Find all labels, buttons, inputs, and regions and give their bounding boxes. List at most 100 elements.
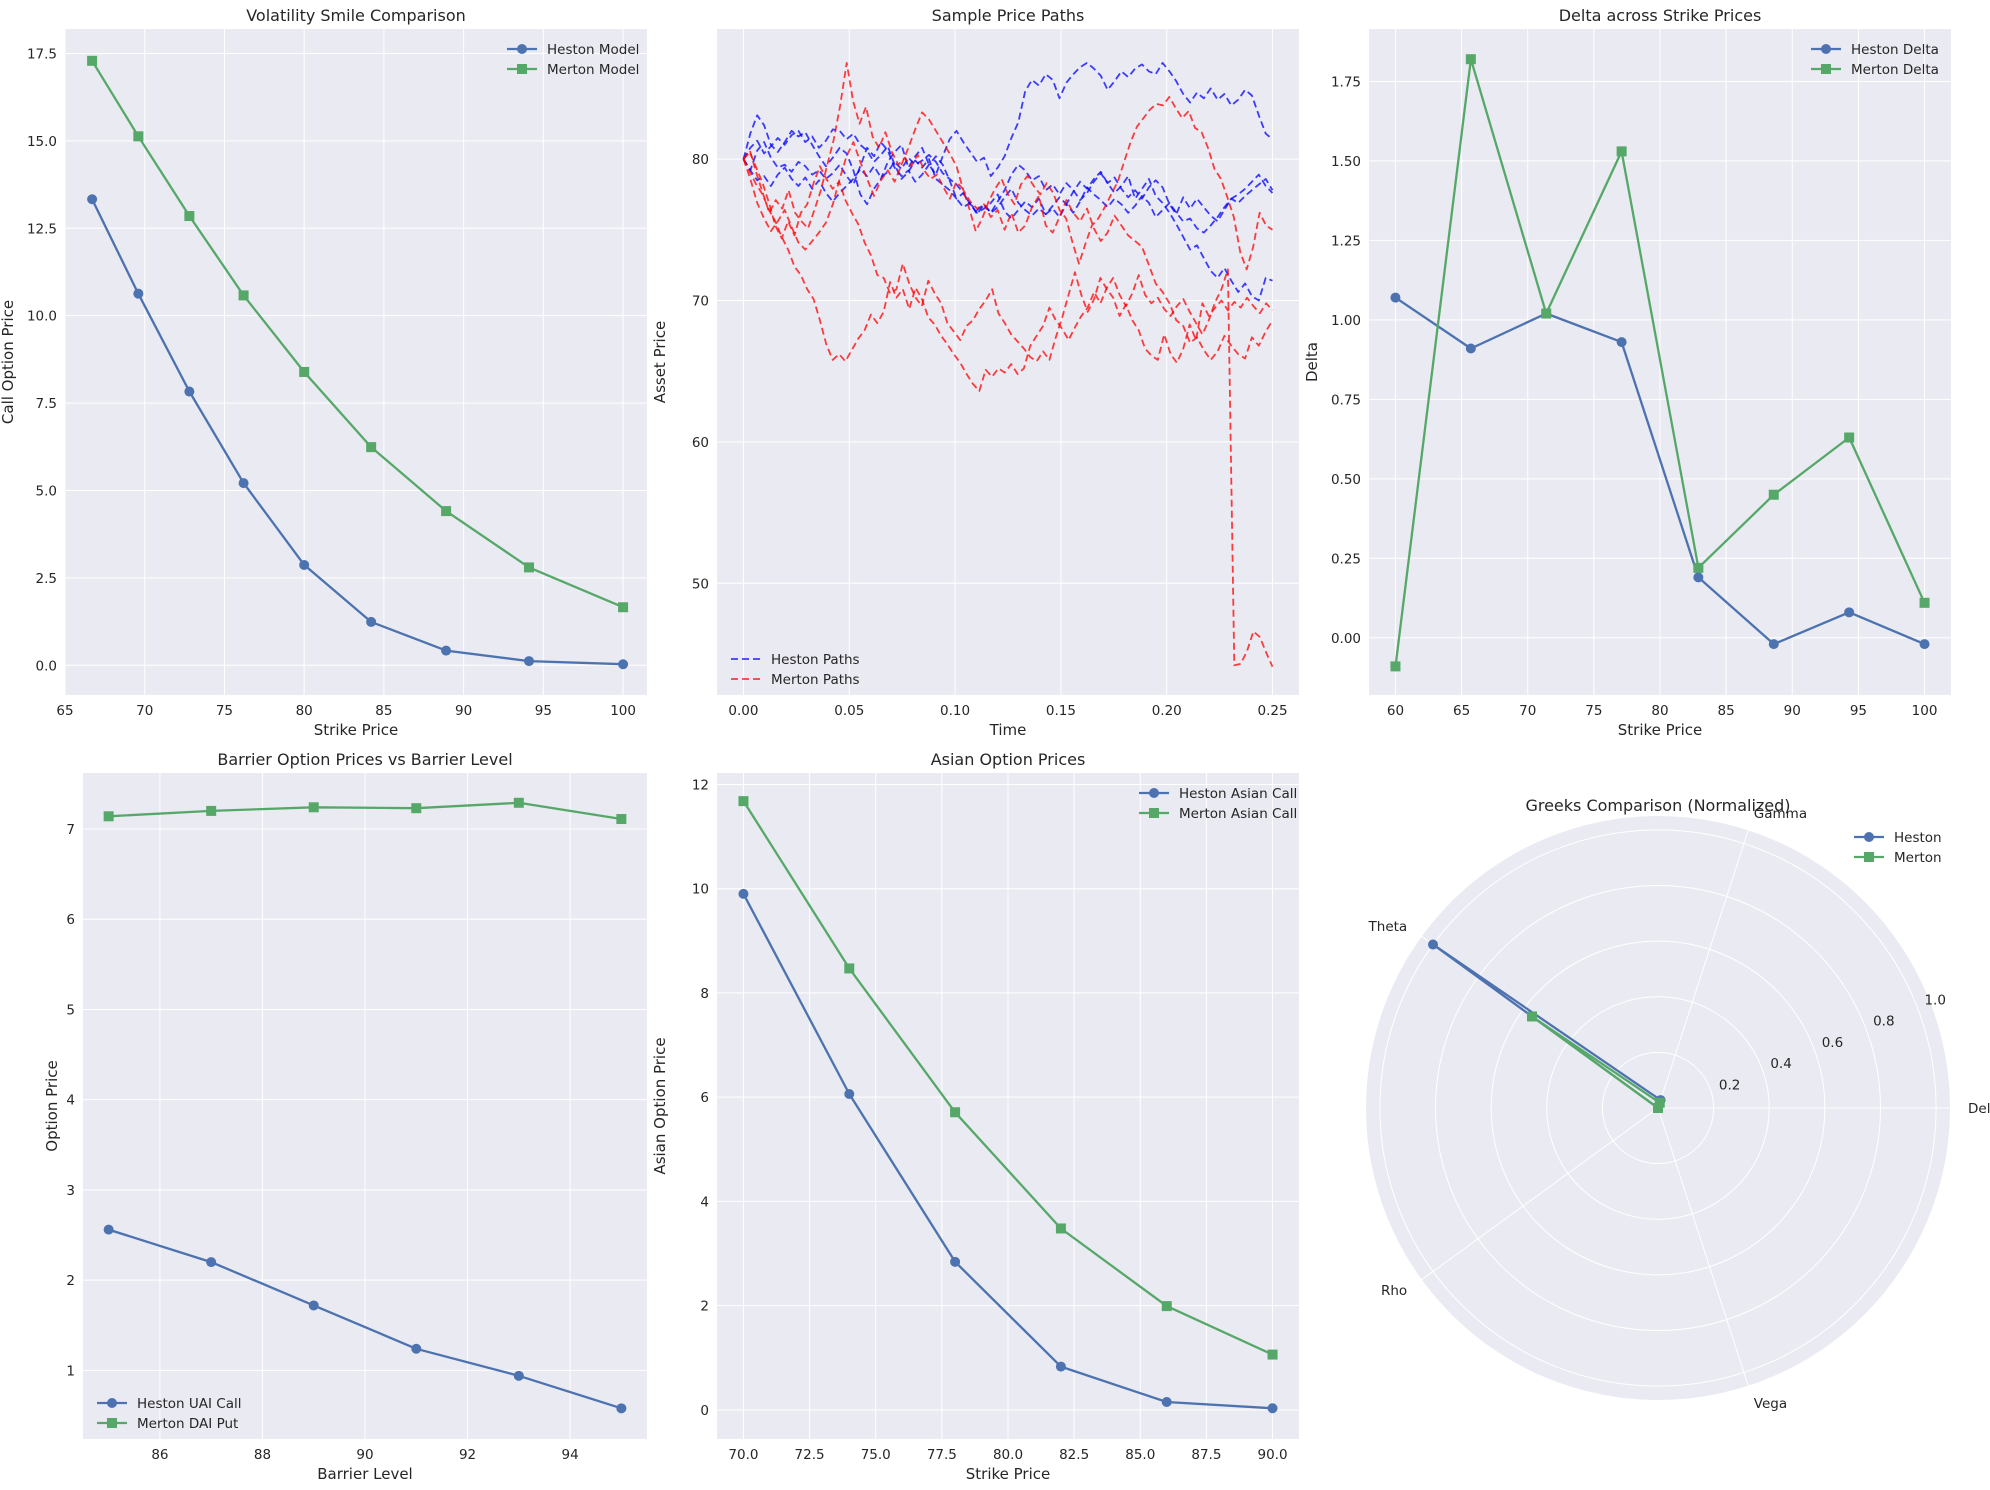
legend-marker xyxy=(1149,808,1159,818)
series-line-2 xyxy=(742,800,1273,1356)
legend-label: Heston Delta xyxy=(1851,42,1939,58)
series-line-1 xyxy=(742,62,1274,206)
data-point xyxy=(1527,1011,1538,1022)
y-axis-label: Delta xyxy=(1303,342,1321,382)
x-tick-label: 0.10 xyxy=(940,703,970,719)
series-group xyxy=(1390,54,1930,672)
y-tick-label: 6 xyxy=(700,1090,709,1106)
x-tick-label: 0.00 xyxy=(728,703,758,719)
data-point xyxy=(513,1370,524,1381)
data-point xyxy=(1693,562,1704,573)
data-point xyxy=(738,888,749,899)
x-tick-label: 100 xyxy=(610,703,636,719)
legend-marker xyxy=(1821,44,1831,54)
legend-label: Heston Model xyxy=(547,42,639,58)
chart-5: 70.0 72.5 75.0 77.5 80.0 82.5 85.0 87.5 90.0 0 2 4 6… xyxy=(651,750,1299,1483)
legend: Heston Paths Merton Paths xyxy=(731,652,860,688)
series-group xyxy=(103,797,627,1414)
y-tick-label: 4 xyxy=(66,1093,75,1109)
legend-marker xyxy=(517,64,527,74)
x-tick-label: 0.05 xyxy=(834,703,864,719)
y-tick-label: 50 xyxy=(692,576,709,592)
y-tick-label: 10.0 xyxy=(27,309,57,325)
data-point xyxy=(308,802,319,813)
x-axis-label: Barrier Level xyxy=(317,1465,412,1483)
x-tick-label: 90 xyxy=(356,1447,373,1463)
data-point xyxy=(1390,292,1401,303)
data-point xyxy=(1267,1403,1278,1414)
plot-area xyxy=(65,29,647,695)
chart-title: Delta across Strike Prices xyxy=(1559,6,1762,25)
data-point xyxy=(1653,1103,1663,1113)
data-point xyxy=(206,1257,217,1268)
x-tick-label: 95 xyxy=(1850,703,1867,719)
data-point xyxy=(133,288,144,299)
data-point xyxy=(1616,337,1627,348)
x-tick-label: 87.5 xyxy=(1191,1447,1221,1463)
data-point xyxy=(441,645,452,656)
x-tick-label: 80 xyxy=(1651,703,1668,719)
data-point xyxy=(366,616,377,627)
series-line-1 xyxy=(1394,296,1925,646)
y-tick-label: 15.0 xyxy=(27,134,57,150)
series-group xyxy=(87,55,629,670)
legend: Heston UAI Call Merton DAI Put xyxy=(97,1396,241,1432)
chart-title: Asian Option Prices xyxy=(931,750,1086,769)
legend-label: Merton xyxy=(1894,850,1942,866)
data-point xyxy=(1161,1301,1172,1312)
spoke xyxy=(1421,1107,1659,1281)
y-tick-label: 2 xyxy=(700,1299,709,1315)
data-point xyxy=(1844,607,1855,618)
legend: Heston Merton xyxy=(1854,830,1942,866)
data-point xyxy=(308,1300,319,1311)
series-line-1 xyxy=(108,1228,622,1410)
data-point xyxy=(87,55,98,66)
x-tick-label: 65 xyxy=(1453,703,1470,719)
data-point xyxy=(1267,1349,1278,1360)
x-tick-label: 88 xyxy=(254,1447,271,1463)
legend-label: Merton Paths xyxy=(771,672,860,688)
gridlines xyxy=(717,773,1299,1439)
y-tick-label: 1.00 xyxy=(1331,313,1361,329)
spoke xyxy=(1657,1107,1749,1386)
y-tick-label: 70 xyxy=(692,293,709,309)
data-point xyxy=(844,963,855,974)
legend-marker xyxy=(107,1418,117,1428)
data-point xyxy=(1161,1397,1172,1407)
data-point xyxy=(1541,308,1552,319)
series-line-1 xyxy=(742,893,1273,1410)
series-group xyxy=(742,62,1274,668)
legend-marker xyxy=(107,1398,117,1408)
legend-label: Merton Delta xyxy=(1851,62,1939,78)
x-tick-label: 82.5 xyxy=(1059,1447,1089,1463)
radial-tick-label: 0.6 xyxy=(1822,1035,1843,1051)
legend: Heston Asian Call Merton Asian Call xyxy=(1139,786,1297,822)
data-point xyxy=(1428,939,1439,950)
data-point xyxy=(1693,572,1704,583)
data-point xyxy=(1465,54,1476,65)
data-point xyxy=(87,194,98,205)
data-point xyxy=(299,559,310,570)
tick-labels: 0.00 0.05 0.10 0.15 0.20 0.25 50 60 70 80 xyxy=(692,152,1288,719)
y-tick-label: 1.75 xyxy=(1331,74,1361,90)
data-point xyxy=(524,562,535,573)
spoke xyxy=(1657,830,1749,1109)
data-point xyxy=(618,602,629,613)
chart-title: Sample Price Paths xyxy=(932,6,1085,25)
x-tick-label: 95 xyxy=(535,703,552,719)
x-axis-label: Strike Price xyxy=(314,721,398,739)
legend-label: Heston Asian Call xyxy=(1179,786,1297,802)
x-tick-label: 86 xyxy=(151,1447,168,1463)
data-point xyxy=(616,814,627,825)
chart-title: Barrier Option Prices vs Barrier Level xyxy=(217,750,512,769)
data-point xyxy=(616,1403,627,1414)
y-tick-label: 0 xyxy=(700,1403,709,1419)
legend-marker xyxy=(517,44,527,54)
y-tick-label: 12.5 xyxy=(27,221,57,237)
data-point xyxy=(206,805,217,816)
data-point xyxy=(1919,597,1930,608)
y-tick-label: 0.50 xyxy=(1331,472,1361,488)
legend-label: Heston xyxy=(1894,830,1942,846)
data-point xyxy=(618,659,629,670)
radial-tick-label: 1.0 xyxy=(1924,992,1945,1008)
